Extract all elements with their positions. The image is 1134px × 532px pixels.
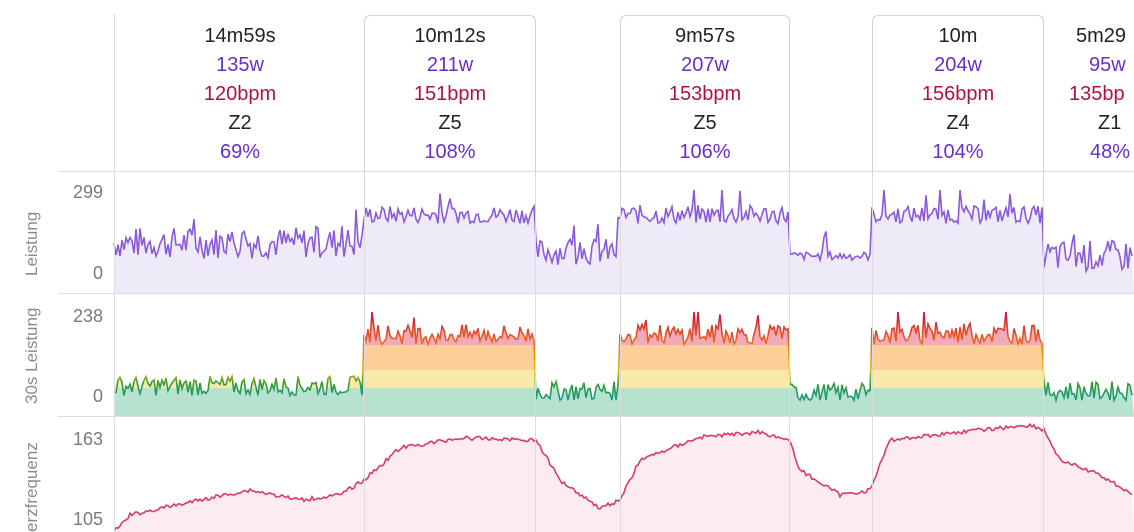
interval-percent: 69%	[219, 141, 261, 163]
interval-duration: 5m29	[1076, 25, 1127, 47]
interval-bpm: 153bpm	[668, 83, 742, 105]
interval-zone: Z2	[228, 112, 252, 134]
interval-percent: 106%	[679, 141, 731, 163]
interval-zone: Z5	[693, 112, 717, 134]
interval-watts: 95w	[1089, 54, 1126, 76]
interval-percent: 48%	[1090, 141, 1131, 163]
grid-line	[789, 171, 790, 532]
interval-bpm: 135bp	[1069, 83, 1125, 105]
power30-min-tick: 0	[92, 386, 103, 406]
power-chart	[113, 189, 1134, 293]
interval-stats-4[interactable]: 10m 204w 156bpm Z4 104%	[893, 22, 1023, 167]
heartrate-chart	[113, 422, 1134, 532]
interval-bpm: 156bpm	[921, 83, 995, 105]
grid-line	[58, 416, 1134, 417]
interval-stats-1[interactable]: 14m59s 135w 120bpm Z2 69%	[175, 22, 305, 167]
interval-duration: 9m57s	[674, 25, 736, 47]
hr-min-tick: 105	[72, 509, 103, 529]
grid-line	[1043, 171, 1044, 532]
interval-watts: 135w	[216, 54, 264, 76]
interval-bpm: 120bpm	[203, 83, 277, 105]
interval-box-4[interactable]	[872, 15, 1044, 171]
grid-line	[114, 14, 115, 532]
interval-zone: Z4	[946, 112, 970, 134]
interval-watts: 211w	[426, 54, 474, 76]
power-max-tick: 299	[72, 182, 103, 202]
power30-axis-label: 30s Leistung	[22, 307, 41, 404]
interval-stats-5[interactable]: 5m29 95w 135bp Z1 48%	[1068, 22, 1134, 167]
interval-duration: 14m59s	[204, 25, 276, 47]
heartrate-axis-label: erzfrequenz	[22, 442, 41, 532]
interval-stats-2[interactable]: 10m12s 211w 151bpm Z5 108%	[385, 22, 515, 167]
interval-watts: 204w	[934, 54, 982, 76]
interval-zone: Z1	[1098, 112, 1122, 134]
interval-duration: 10m12s	[414, 25, 486, 47]
interval-duration: 10m	[938, 25, 978, 47]
grid-line	[535, 171, 536, 532]
interval-stats-3[interactable]: 9m57s 207w 153bpm Z5 106%	[640, 22, 770, 167]
interval-zone: Z5	[438, 112, 462, 134]
power-min-tick: 0	[92, 263, 103, 283]
grid-line	[620, 171, 621, 532]
grid-line	[58, 171, 1134, 172]
interval-box-2[interactable]	[364, 15, 536, 171]
power30-max-tick: 238	[72, 306, 103, 326]
interval-bpm: 151bpm	[413, 83, 487, 105]
power-axis-label: Leistung	[22, 211, 41, 276]
interval-watts: 207w	[681, 54, 729, 76]
interval-box-3[interactable]	[620, 15, 790, 171]
interval-percent: 104%	[932, 141, 984, 163]
grid-line	[364, 171, 365, 532]
hr-max-tick: 163	[72, 429, 103, 449]
grid-line	[872, 171, 873, 532]
grid-line	[58, 293, 1134, 294]
interval-percent: 108%	[424, 141, 476, 163]
